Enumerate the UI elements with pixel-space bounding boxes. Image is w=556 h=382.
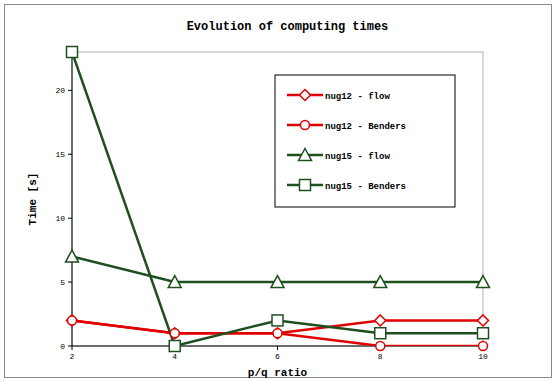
legend: nug12 - flow nug12 - Benders nug15 - flow n…: [275, 75, 455, 207]
plot-frame: [72, 52, 483, 346]
x-tick-label: 10: [478, 352, 488, 361]
point: [478, 328, 489, 339]
chart: Evolution of computing times 0 5 10 15 20 2 4 6 8…: [0, 0, 556, 382]
point: [168, 276, 181, 288]
outer-frame: [5, 5, 552, 378]
x-tick-label: 8: [378, 352, 383, 361]
lines: [72, 52, 483, 346]
point: [273, 329, 282, 338]
point: [375, 315, 386, 326]
x-tick-label: 6: [275, 352, 280, 361]
x-tick: [277, 346, 278, 350]
y-tick: [68, 218, 72, 219]
y-tick-label: 10: [55, 214, 65, 223]
point: [272, 328, 283, 339]
legend-marker: [300, 90, 311, 101]
title: Evolution of computing times: [187, 20, 389, 34]
point: [479, 342, 488, 351]
y-tick: [68, 154, 72, 155]
legend-marker: [301, 121, 310, 130]
y-tick: [68, 346, 72, 347]
y-tick-label: 15: [55, 150, 65, 159]
x-tick: [72, 346, 73, 350]
point: [272, 315, 283, 326]
legend-box: [275, 75, 455, 207]
y-tick-label: 20: [55, 86, 65, 95]
y-axis-label: Time [s]: [27, 173, 39, 226]
point: [169, 328, 180, 339]
point: [478, 315, 489, 326]
point: [374, 276, 387, 288]
y-axis: [72, 52, 73, 346]
y-tick: [68, 90, 72, 91]
legend-label: nug12 - flow: [325, 92, 390, 102]
x-tick-label: 4: [172, 352, 177, 361]
point: [375, 328, 386, 339]
point: [477, 276, 490, 288]
x-tick-label: 2: [70, 352, 75, 361]
point: [66, 250, 79, 262]
point: [169, 341, 180, 352]
point: [376, 342, 385, 351]
y-tick-label: 0: [60, 342, 65, 351]
y-tick: [68, 282, 72, 283]
point: [271, 276, 284, 288]
point: [170, 329, 179, 338]
y-tick-label: 5: [60, 278, 65, 287]
series-line: [72, 52, 483, 346]
x-axis-label: p/q ratio: [248, 367, 308, 379]
markers: [66, 47, 490, 352]
point: [68, 316, 77, 325]
legend-marker: [300, 180, 311, 191]
legend-label: nug12 - Benders: [325, 122, 406, 132]
point: [67, 47, 78, 58]
legend-label: nug15 - Benders: [325, 182, 406, 192]
legend-label: nug15 - flow: [325, 152, 390, 162]
point: [67, 315, 78, 326]
legend-marker: [299, 149, 312, 161]
